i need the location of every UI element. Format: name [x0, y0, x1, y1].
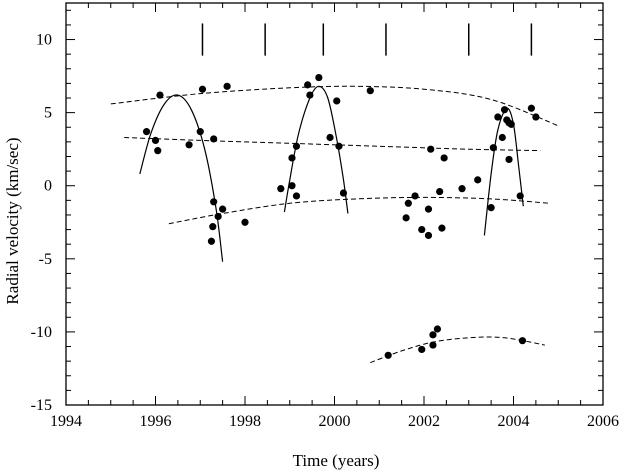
x-axis-label: Time (years) [293, 451, 380, 470]
data-point [292, 192, 301, 200]
data-point [366, 87, 374, 95]
data-point [207, 237, 216, 245]
data-point [494, 113, 502, 121]
data-point [210, 198, 218, 206]
data-point [219, 205, 227, 213]
data-point [424, 205, 433, 213]
x-tick-label: 2002 [408, 413, 440, 430]
data-point [532, 113, 540, 121]
data-point [418, 345, 426, 354]
data-point [518, 337, 527, 345]
data-point [474, 176, 482, 184]
y-tick-label: -5 [39, 251, 52, 268]
data-point [507, 120, 515, 128]
data-point [516, 192, 524, 200]
data-point [304, 81, 312, 89]
data-point [288, 182, 296, 190]
y-tick-label: -10 [31, 324, 52, 341]
data-point [527, 104, 536, 112]
data-point [487, 204, 495, 212]
data-point [333, 97, 341, 105]
x-tick-label: 1996 [140, 413, 172, 430]
y-tick-label: -15 [31, 397, 52, 414]
data-point [335, 142, 343, 150]
curves-layer [110, 85, 559, 364]
data-point [429, 331, 437, 339]
data-point [505, 155, 513, 164]
data-point [223, 82, 231, 90]
data-point [429, 341, 437, 349]
data-point [210, 135, 218, 143]
data-point [315, 73, 323, 82]
data-point [427, 145, 435, 153]
data-point [404, 199, 412, 207]
y-tick-label: 5 [44, 105, 52, 122]
y-tick-label: 10 [36, 32, 52, 49]
data-point [384, 351, 392, 359]
solid-orbit-curve [283, 85, 349, 214]
y-axis-label: Radial velocity (km/sec) [3, 137, 22, 304]
solid-orbit-curve [483, 107, 524, 236]
data-point [209, 223, 217, 231]
data-point [438, 224, 446, 232]
x-tick-label: 1998 [229, 413, 261, 430]
dashed-orbit-curve [110, 85, 559, 127]
data-point [418, 225, 426, 234]
data-point [306, 91, 314, 99]
data-point [326, 133, 334, 142]
observations-layer [142, 73, 540, 359]
period-markers-layer [201, 23, 533, 56]
data-point [402, 214, 410, 222]
data-point [339, 189, 348, 197]
x-tick-label: 2000 [319, 413, 351, 430]
data-point [185, 141, 193, 149]
data-point [241, 218, 249, 226]
data-point [500, 106, 509, 114]
dashed-orbit-curve [168, 196, 550, 225]
x-tick-label: 2006 [587, 413, 619, 430]
data-point [214, 212, 222, 221]
data-point [411, 192, 419, 200]
data-point [156, 91, 164, 99]
x-tick-label: 2004 [498, 413, 530, 430]
data-point [440, 154, 448, 162]
data-point [142, 128, 151, 136]
dashed-orbit-curve [370, 336, 545, 364]
axes-layer: 1994 1996 1998 2000 2002 2004 2006 -15 -10 -5 0 5 10 [31, 2, 619, 430]
data-point [277, 185, 285, 193]
data-point [198, 85, 207, 93]
data-point [498, 133, 506, 142]
x-tick-label: 1994 [50, 413, 82, 430]
data-point [433, 325, 442, 333]
y-tick-label: 0 [44, 178, 52, 195]
data-point [436, 187, 444, 196]
data-point [196, 128, 204, 136]
solid-orbit-curve [139, 94, 224, 262]
data-point [489, 144, 497, 152]
data-point [288, 154, 296, 162]
data-point [151, 136, 160, 145]
data-point [292, 142, 301, 150]
data-point [424, 231, 433, 240]
data-point [458, 185, 466, 193]
dashed-orbit-curve [124, 137, 541, 152]
data-point [154, 147, 162, 155]
